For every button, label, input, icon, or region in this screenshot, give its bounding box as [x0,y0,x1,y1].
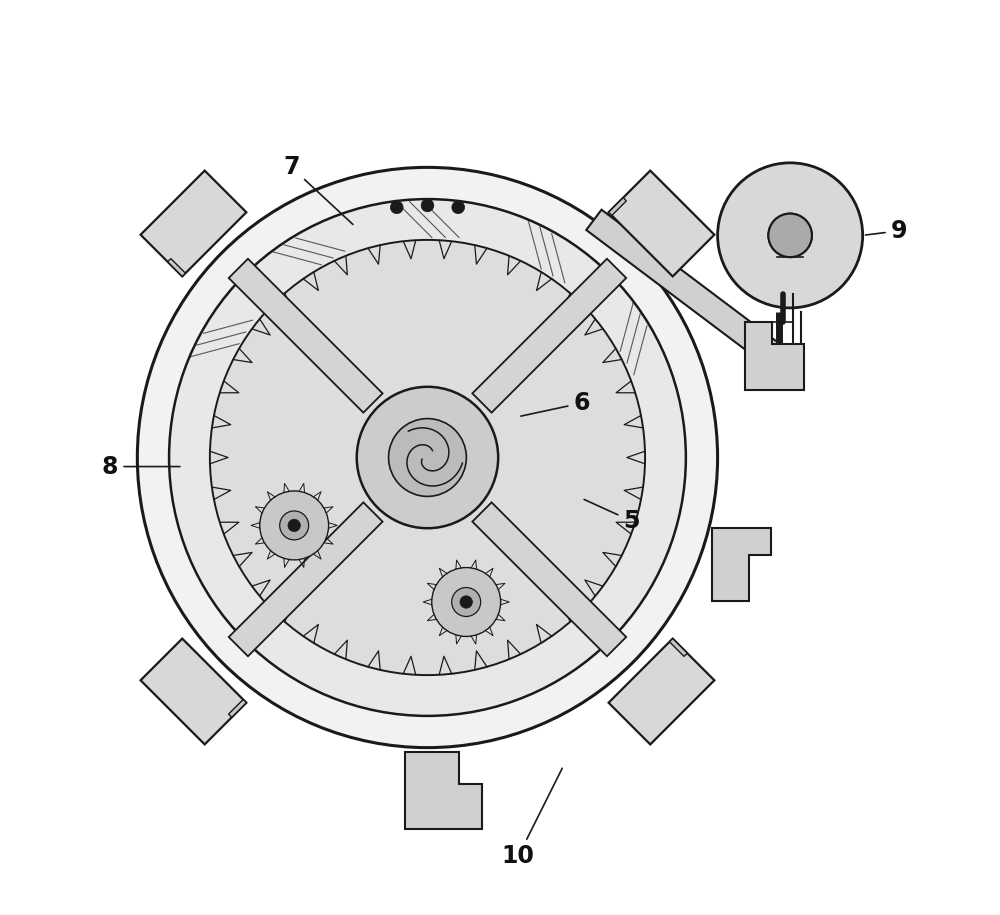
Circle shape [137,167,718,748]
Polygon shape [405,752,482,829]
Polygon shape [712,528,771,601]
Polygon shape [472,259,626,413]
Circle shape [210,240,645,675]
Circle shape [768,213,812,257]
Text: 6: 6 [521,391,590,416]
Text: 10: 10 [502,769,562,868]
Circle shape [452,201,465,214]
Polygon shape [472,502,626,656]
Circle shape [718,163,863,308]
Circle shape [169,199,686,716]
Circle shape [280,511,309,540]
Polygon shape [141,170,246,276]
Polygon shape [229,502,383,656]
Text: 5: 5 [584,500,640,533]
Circle shape [460,596,472,608]
Polygon shape [168,259,185,276]
Circle shape [432,567,501,637]
Polygon shape [141,639,246,745]
Circle shape [390,201,403,214]
Polygon shape [745,321,804,390]
Circle shape [389,418,466,497]
Circle shape [421,199,434,211]
Polygon shape [609,198,626,215]
Circle shape [357,387,498,528]
Circle shape [768,213,812,257]
Polygon shape [669,639,687,656]
Polygon shape [609,639,714,745]
Circle shape [260,491,329,560]
Text: 9: 9 [865,219,907,242]
Polygon shape [229,700,246,717]
Circle shape [452,587,481,617]
Circle shape [288,519,300,532]
Polygon shape [229,259,383,413]
Polygon shape [586,210,793,374]
Text: 8: 8 [102,455,180,479]
Text: 7: 7 [283,156,353,224]
Polygon shape [609,170,714,276]
